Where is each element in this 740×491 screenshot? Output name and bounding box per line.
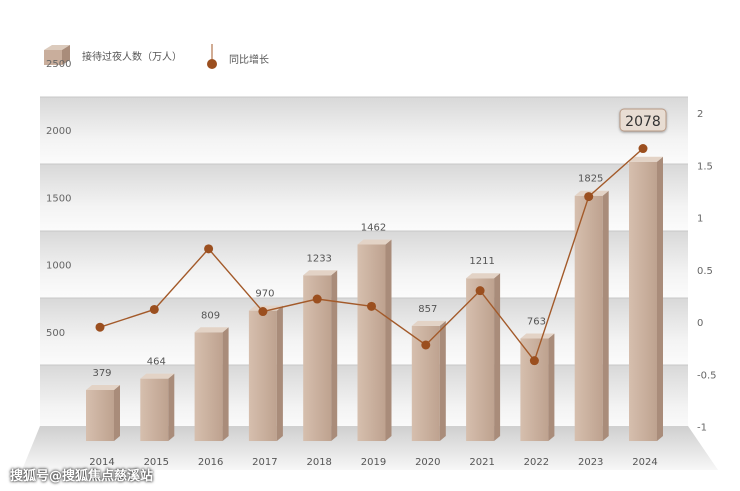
growth-point [258, 307, 268, 317]
bar-value-label: 970 [255, 289, 274, 300]
bar-value-label: 1233 [306, 253, 331, 264]
highlight-box [619, 108, 667, 132]
right-tick-label: 0 [697, 318, 703, 329]
growth-point [149, 304, 159, 314]
right-tick-label: 0.5 [697, 266, 713, 277]
legend-bar-swatch [44, 45, 70, 65]
bar-front [520, 338, 549, 441]
left-tick-label: 500 [46, 328, 65, 339]
left-tick-label: 1500 [46, 193, 71, 204]
legend-bar-label: 接待过夜人数（万人） [82, 51, 182, 63]
growth-point [312, 294, 322, 304]
bar-side [602, 190, 609, 441]
bar-side [276, 305, 283, 441]
bar-value-label: 1462 [361, 223, 386, 234]
right-tick-label: 2 [697, 109, 703, 120]
bar-side [494, 273, 501, 441]
bar-side [548, 333, 555, 441]
bar [629, 156, 663, 441]
growth-point [421, 340, 431, 350]
bar-value-label: 809 [201, 310, 220, 321]
x-tick-label: 2017 [252, 457, 277, 468]
left-tick-label: 2000 [46, 126, 71, 137]
bar-front [303, 275, 332, 441]
bar-top [629, 156, 663, 162]
bar-side [114, 385, 120, 441]
bar-side [657, 156, 663, 441]
right-tick-label: 1 [697, 214, 703, 225]
x-tick-label: 2016 [198, 457, 223, 468]
x-tick-label: 2018 [306, 457, 331, 468]
legend-line-label: 同比增长 [229, 54, 269, 66]
right-tick-label: -0.5 [697, 370, 717, 381]
bar-top [140, 373, 175, 379]
bar-front [466, 278, 495, 441]
left-tick-label: 1000 [46, 261, 71, 272]
x-tick-label: 2021 [469, 457, 494, 468]
right-tick-label: 1.5 [697, 161, 713, 172]
bar-side [168, 373, 175, 441]
grid-band [40, 164, 688, 241]
bar-side [222, 327, 229, 441]
legend-bar: 接待过夜人数（万人） [42, 44, 182, 66]
growth-point [475, 286, 485, 296]
bar-value-label: 763 [527, 316, 546, 327]
bar-top [86, 385, 120, 391]
x-tick-label: 2020 [415, 457, 440, 468]
bar-side [439, 320, 446, 441]
legend-line: 同比增长 [205, 44, 269, 72]
bar [86, 385, 120, 441]
bar-value-label: 1825 [578, 174, 603, 185]
bar-value-label: 379 [92, 368, 111, 379]
bar-value-label: 1211 [469, 256, 494, 267]
bar [520, 333, 555, 441]
bar [140, 373, 175, 441]
growth-point [367, 301, 376, 311]
bar-top [520, 333, 555, 339]
bar-top [466, 273, 501, 279]
bar [303, 270, 338, 441]
bar-front [140, 378, 169, 441]
bar-front [574, 195, 603, 441]
bar [466, 273, 501, 441]
bar-front [411, 325, 440, 441]
growth-point [204, 244, 214, 254]
highlight-value: 2078 [625, 114, 661, 130]
x-tick-label: 2023 [578, 457, 603, 468]
x-tick-label: 2015 [144, 457, 169, 468]
bar [248, 305, 283, 441]
bar-front [248, 310, 277, 441]
bar-top [194, 327, 229, 333]
growth-point [95, 322, 105, 332]
bar-top [303, 270, 338, 276]
growth-point [638, 144, 648, 154]
highlight-callout: 2078 [619, 108, 667, 132]
watermark: 搜狐号@搜狐焦点慈溪站 [10, 469, 154, 484]
x-tick-label: 2014 [89, 457, 114, 468]
x-tick-label: 2024 [632, 457, 657, 468]
bar-front [629, 161, 657, 441]
bar-value-label: 464 [147, 357, 166, 368]
growth-point [529, 356, 539, 366]
bar [357, 239, 392, 441]
bar [574, 190, 609, 441]
growth-point [584, 192, 594, 202]
bar-top [357, 239, 392, 245]
legend-line-swatch [207, 44, 217, 69]
bar-top [411, 320, 446, 326]
bar-front [194, 332, 223, 441]
bar-front [357, 244, 386, 441]
grid-band [40, 97, 688, 174]
x-tick-label: 2019 [361, 457, 386, 468]
bar-front [86, 390, 114, 441]
bar [411, 320, 446, 441]
bar-side [331, 270, 338, 441]
bar-value-label: 857 [418, 304, 437, 315]
bar-side [385, 239, 392, 441]
x-tick-label: 2022 [524, 457, 549, 468]
right-tick-label: -1 [697, 423, 707, 434]
bar [194, 327, 229, 441]
left-tick-label: 2500 [46, 59, 71, 70]
